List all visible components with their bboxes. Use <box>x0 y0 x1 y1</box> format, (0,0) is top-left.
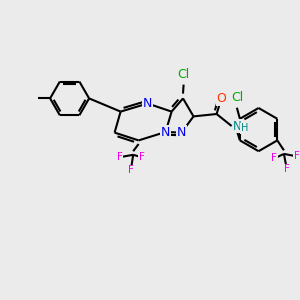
Text: N: N <box>161 125 170 139</box>
Text: F: F <box>294 151 299 161</box>
Text: Cl: Cl <box>178 68 190 81</box>
Text: F: F <box>117 152 123 162</box>
Text: H: H <box>241 123 248 134</box>
Text: F: F <box>284 164 290 175</box>
Text: N: N <box>177 126 186 139</box>
Text: Cl: Cl <box>231 91 243 104</box>
Text: O: O <box>217 92 226 105</box>
Text: N: N <box>233 119 242 133</box>
Text: F: F <box>128 165 134 176</box>
Text: F: F <box>272 153 277 164</box>
Text: F: F <box>139 152 145 162</box>
Text: N: N <box>143 97 152 110</box>
